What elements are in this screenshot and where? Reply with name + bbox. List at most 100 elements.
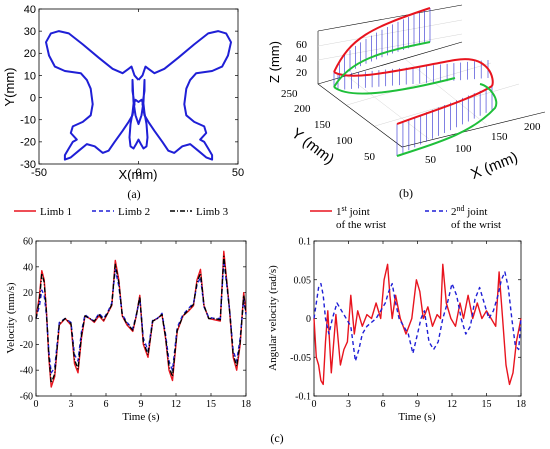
- y-tick-label: -0.05: [290, 353, 311, 364]
- legend-joint-1-number: 1: [336, 206, 342, 218]
- y-tick-label: 20: [23, 288, 33, 299]
- y-tick-label: -10: [20, 115, 36, 127]
- panel-b-y-tick-200: 200: [294, 103, 311, 115]
- y-tick-label: 0: [28, 314, 33, 325]
- y-tick-label: -40: [20, 366, 33, 377]
- panel-a-y-axis-label: Y(mm): [2, 68, 17, 107]
- legend-joint-2-number: 2: [451, 206, 457, 218]
- panel-b-label: (b): [399, 186, 413, 200]
- panel-a-butterfly-plot: -50 0 50 -30 -20 -10 0 10 20 30 40 X(mm) Y(mm) (a): [2, 4, 244, 201]
- panel-c-velocity-x-axis-label: Time (s): [122, 411, 160, 423]
- legend-label-joint-1: 1st joint: [336, 204, 370, 218]
- legend-joint-1-suffix: st: [342, 204, 348, 213]
- y-tick-label: 40: [24, 4, 36, 16]
- panel-b-lower-green-curve-back: [333, 41, 431, 88]
- panel-c-velocity-y-axis-label: Velocity (mm/s): [5, 282, 17, 354]
- x-tick-label: 3: [69, 399, 74, 410]
- panel-b-grid: [317, 19, 520, 140]
- panel-b-z-tick-40: 40: [296, 53, 308, 65]
- panel-b-tick-labels: 60 40 20 250 200 150 100 50 50 100 150 2…: [281, 39, 541, 166]
- x-tick-label: 12: [447, 399, 457, 410]
- panel-b-y-tick-50: 50: [364, 151, 376, 163]
- legend-joint-2-suffix: nd: [457, 204, 465, 213]
- y-tick-label: 30: [24, 26, 36, 38]
- y-tick-label: -20: [20, 137, 36, 149]
- y-tick-label: 10: [24, 70, 36, 82]
- panel-b-upper-red-curve-middle: [333, 58, 494, 87]
- panel-c-angular-axes-frame: [313, 240, 522, 397]
- x-tick-label: 3: [346, 399, 351, 410]
- panel-c-label: (c): [270, 431, 283, 445]
- legend-label-joint-2-line2: of the wrist: [451, 219, 501, 231]
- x-tick-label: 0: [135, 167, 141, 179]
- panel-c-angular-y-axis-label: Angular velocity (rad/s): [267, 265, 279, 371]
- x-tick-label: 12: [171, 399, 181, 410]
- panel-b-x-tick-100: 100: [455, 143, 472, 155]
- panel-b-z-tick-20: 20: [296, 67, 308, 79]
- y-tick-label: 20: [24, 48, 36, 60]
- panel-b-3d-trajectory: 60 40 20 250 200 150 100 50 50 100 150 2…: [267, 4, 546, 200]
- panel-b-y-tick-150: 150: [314, 119, 331, 131]
- panel-b-upper-red-curve-back: [333, 7, 431, 73]
- panel-c-velocity-plot: Limb 1 Limb 2 Limb 3 0 3 6 9 12 15 18 -60 -40 -20…: [5, 206, 251, 423]
- panel-c-angular-series: [313, 263, 522, 386]
- panel-a-x-axis-label: X(mm): [119, 167, 158, 182]
- panel-b-y-axis-label: Y (mm): [288, 125, 337, 168]
- panel-a-ticks: -50 0 50 -30 -20 -10 0 10 20 30 40: [20, 4, 244, 179]
- x-tick-label: 18: [241, 399, 251, 410]
- legend-label-limb-2: Limb 2: [118, 206, 150, 218]
- legend-joint-2-word: joint: [465, 206, 488, 218]
- panel-c-velocity-ticks: 0 3 6 9 12 15 18 -60 -40 -20 0 20 40 60: [20, 237, 251, 411]
- panel-c-angular-legend: 1st joint of the wrist 2nd joint of the …: [310, 204, 501, 231]
- x-tick-label: 50: [232, 167, 244, 179]
- y-tick-label: -20: [20, 340, 33, 351]
- panel-b-y-tick-100: 100: [336, 135, 353, 147]
- legend-label-limb-3: Limb 3: [196, 206, 229, 218]
- x-tick-label: 15: [482, 399, 492, 410]
- y-tick-label: 0.1: [299, 237, 312, 248]
- panel-a-label: (a): [127, 187, 140, 201]
- x-tick-label: 9: [415, 399, 420, 410]
- panel-c-velocity-series: [35, 250, 247, 388]
- panel-b-x-tick-200: 200: [524, 121, 541, 133]
- panel-b-upper-red-curve-front: [396, 85, 493, 125]
- panel-b-x-axis-label: X (mm): [468, 149, 520, 183]
- y-tick-label: -60: [20, 392, 33, 403]
- panel-b-x-tick-50: 50: [425, 154, 437, 166]
- butterfly-outline-line-1: [45, 30, 232, 161]
- panel-c-angular-x-axis-label: Time (s): [398, 411, 436, 423]
- angular-velocity-joint-line-1: [313, 263, 522, 386]
- angular-velocity-joint-line-2: [313, 271, 522, 362]
- panel-c-angular-velocity-plot: 1st joint of the wrist 2nd joint of the …: [267, 204, 526, 423]
- panel-b-vertical-hatching: [333, 8, 493, 156]
- x-tick-label: 15: [206, 399, 216, 410]
- x-tick-label: 0: [34, 399, 39, 410]
- butterfly-outline-line-2: [128, 98, 149, 150]
- panel-b-z-axis-label: Z (mm): [267, 41, 282, 83]
- panel-b-x-tick-150: 150: [491, 131, 508, 143]
- x-tick-label: 0: [312, 399, 317, 410]
- y-tick-label: -30: [20, 159, 36, 171]
- x-tick-label: 6: [104, 399, 109, 410]
- velocity-limb-line-3: [35, 255, 247, 384]
- velocity-limb-line-2: [35, 259, 247, 374]
- panel-b-lower-green-curve-front: [396, 83, 498, 157]
- y-tick-label: -0.1: [295, 392, 311, 403]
- y-tick-label: 40: [23, 262, 33, 273]
- y-tick-label: 60: [23, 237, 33, 248]
- legend-joint-1-word: joint: [347, 206, 370, 218]
- panel-b-y-tick-250: 250: [281, 88, 298, 100]
- x-tick-label: 6: [381, 399, 386, 410]
- legend-label-limb-1: Limb 1: [40, 206, 72, 218]
- x-tick-label: -50: [31, 167, 47, 179]
- x-tick-label: 18: [516, 399, 526, 410]
- panel-c-angular-ticks: 0 3 6 9 12 15 18 -0.1 -0.05 0 0.05 0.1: [290, 237, 526, 411]
- legend-label-joint-1-line2: of the wrist: [336, 219, 386, 231]
- y-tick-label: 0: [306, 314, 311, 325]
- legend-label-joint-2: 2nd joint: [451, 204, 487, 218]
- x-tick-label: 9: [139, 399, 144, 410]
- panel-b-z-tick-60: 60: [296, 39, 308, 51]
- panel-a-curves: [45, 30, 232, 161]
- y-tick-label: 0.05: [294, 275, 312, 286]
